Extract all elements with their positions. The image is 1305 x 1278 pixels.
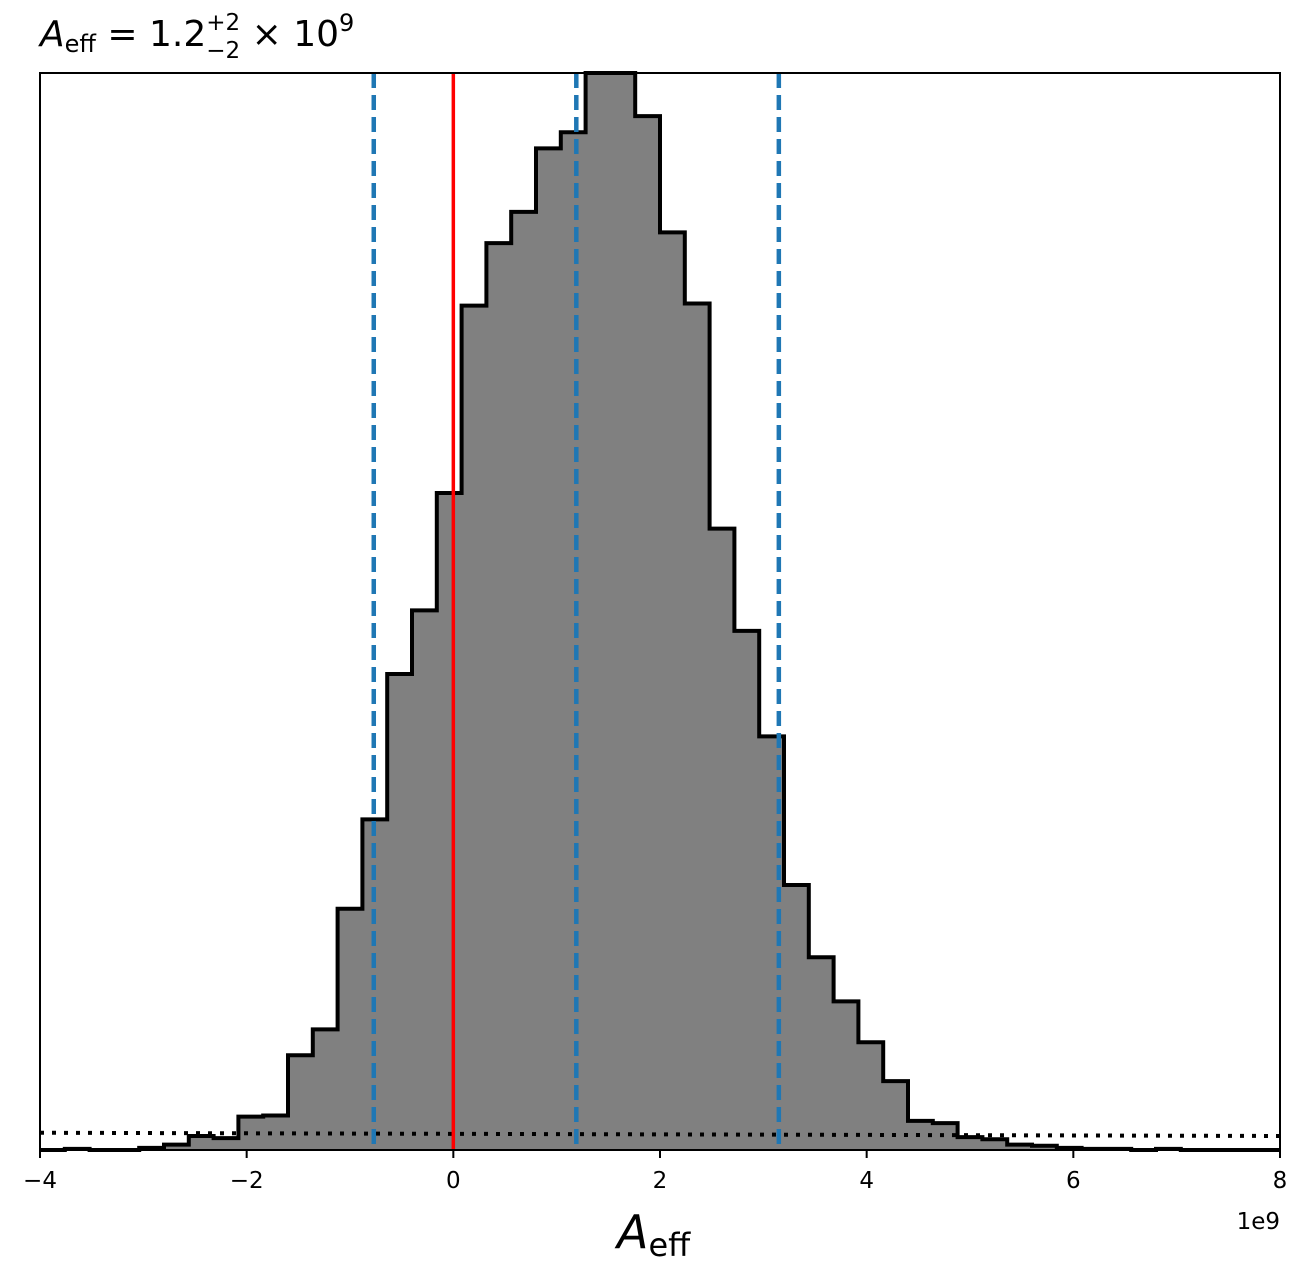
histogram-bar	[188, 1135, 215, 1150]
histogram-bar	[709, 528, 735, 1150]
histogram-bar	[412, 610, 438, 1150]
histogram-bar	[486, 243, 512, 1150]
histogram-bar	[263, 1115, 289, 1150]
histogram-bar	[610, 73, 636, 1150]
prior-dotted-line	[39, 1130, 1281, 1138]
x-tick-label: 8	[1273, 1168, 1288, 1194]
histogram-bar	[387, 673, 413, 1150]
histogram-bar	[833, 1001, 859, 1150]
histogram-bar	[536, 148, 562, 1150]
chart-title: Aeff = 1.2+2 −2 × 109	[38, 9, 354, 64]
histogram-bar	[213, 1138, 239, 1150]
histogram-outline	[40, 71, 1280, 1152]
title-sub: −2	[206, 38, 240, 64]
histogram-bar	[808, 957, 835, 1150]
histogram-bar	[436, 493, 463, 1150]
x-axis-label-symbol: A	[614, 1205, 648, 1259]
histogram-bar	[312, 1029, 339, 1150]
reference-lines	[39, 73, 1281, 1150]
histogram-bar	[660, 232, 686, 1150]
histogram-bar	[883, 1081, 909, 1150]
histogram-bar	[684, 303, 711, 1150]
histogram-bar	[461, 305, 487, 1151]
x-axis-ticks: −4 −2 0 2 4 6 8	[23, 1150, 1287, 1194]
title-equals: = 1.2	[96, 14, 206, 55]
histogram-bar	[1032, 1145, 1058, 1150]
histogram-bar	[585, 73, 611, 1150]
x-tick-label: −4	[23, 1168, 57, 1194]
histogram-bar	[957, 1137, 983, 1150]
histogram-bar	[784, 885, 810, 1150]
title-symbol-sub: eff	[65, 30, 97, 58]
title-sup: +2	[206, 10, 240, 36]
histogram-bar	[1007, 1144, 1033, 1150]
x-axis-label: Aeff	[614, 1205, 691, 1264]
histogram-bar	[635, 116, 661, 1151]
x-tick-label: −2	[230, 1168, 264, 1194]
histogram-bar	[288, 1055, 314, 1150]
histogram-bar	[982, 1139, 1008, 1150]
histogram-bar	[734, 630, 760, 1150]
histogram-bar	[164, 1144, 190, 1150]
histogram-bar	[858, 1042, 884, 1150]
x-tick-label: 6	[1066, 1168, 1081, 1194]
x-tick-label: 0	[446, 1168, 461, 1194]
histogram-bar	[511, 211, 537, 1151]
x-tick-label: 4	[859, 1168, 874, 1194]
title-exp: 9	[339, 9, 354, 37]
title-tail: × 10	[240, 14, 339, 55]
histogram-bar	[560, 132, 587, 1151]
title-symbol: A	[38, 14, 65, 55]
x-axis-offset-label: 1e9	[1237, 1209, 1280, 1235]
histogram-bar	[337, 908, 363, 1150]
x-axis-label-sub: eff	[648, 1226, 691, 1264]
x-tick-label: 2	[653, 1168, 668, 1194]
